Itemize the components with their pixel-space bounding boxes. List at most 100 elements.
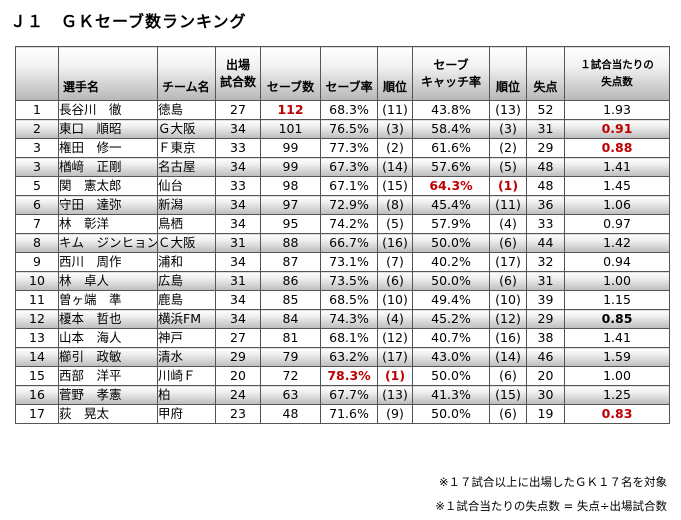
cell-save-rate-rank: (2) <box>377 138 413 158</box>
cell-player: 西部 洋平 <box>58 366 158 386</box>
footnote-formula: ※１試合当たりの失点数 = 失点÷出場試合数 <box>435 499 667 513</box>
cell-save-rate-rank: (14) <box>377 157 413 177</box>
cell-save-rate: 71.6% <box>320 404 378 424</box>
cell-save-rate-rank: (5) <box>377 214 413 234</box>
cell-games: 34 <box>215 119 261 139</box>
table-row: 6 守田 達弥 新潟 34 97 72.9% (8) 45.4% (11) 36 1.06 <box>15 195 670 215</box>
cell-saves: 81 <box>260 328 321 348</box>
cell-save-rate-rank: (1) <box>377 366 413 386</box>
cell-catch-rank: (15) <box>489 385 527 405</box>
header-conceded: 失点 <box>526 46 565 101</box>
cell-games: 34 <box>215 195 261 215</box>
cell-player: 櫛引 政敏 <box>58 347 158 367</box>
cell-games: 34 <box>215 309 261 329</box>
cell-save-rate: 67.3% <box>320 157 378 177</box>
header-catch-rate: セーブ キャッチ率 <box>412 46 490 101</box>
header-catch-line2: キャッチ率 <box>420 74 481 89</box>
cell-rank: 5 <box>15 176 59 196</box>
cell-games: 34 <box>215 290 261 310</box>
cell-catch-rate: 50.0% <box>412 404 490 424</box>
cell-player: 楢﨑 正剛 <box>58 157 158 177</box>
cell-catch-rate: 50.0% <box>412 233 490 253</box>
cell-team: 清水 <box>157 347 216 367</box>
cell-save-rate-rank: (3) <box>377 119 413 139</box>
cell-player: 西川 周作 <box>58 252 158 272</box>
table-row: 9 西川 周作 浦和 34 87 73.1% (7) 40.2% (17) 32 0.94 <box>15 252 670 272</box>
table-row: 14 櫛引 政敏 清水 29 79 63.2% (17) 43.0% (14) 46 1.59 <box>15 347 670 367</box>
cell-conceded: 38 <box>526 328 565 348</box>
cell-player: 守田 達弥 <box>58 195 158 215</box>
cell-catch-rate: 40.7% <box>412 328 490 348</box>
cell-catch-rank: (6) <box>489 233 527 253</box>
cell-rank: 6 <box>15 195 59 215</box>
cell-player: 山本 海人 <box>58 328 158 348</box>
cell-save-rate-rank: (10) <box>377 290 413 310</box>
cell-conceded: 19 <box>526 404 565 424</box>
cell-player: 長谷川 徹 <box>58 100 158 120</box>
cell-save-rate-rank: (6) <box>377 271 413 291</box>
cell-save-rate: 67.7% <box>320 385 378 405</box>
cell-saves: 86 <box>260 271 321 291</box>
cell-saves: 84 <box>260 309 321 329</box>
cell-games: 20 <box>215 366 261 386</box>
cell-save-rate-rank: (13) <box>377 385 413 405</box>
header-games-line1: 出場 <box>225 57 250 72</box>
cell-catch-rank: (16) <box>489 328 527 348</box>
cell-rank: 2 <box>15 119 59 139</box>
cell-rank: 15 <box>15 366 59 386</box>
table-row: 12 榎本 哲也 横浜FM 34 84 74.3% (4) 45.2% (12) 29 0.85 <box>15 309 670 329</box>
cell-catch-rate: 61.6% <box>412 138 490 158</box>
cell-goals-per-game: 1.42 <box>564 233 670 253</box>
cell-save-rate: 67.1% <box>320 176 378 196</box>
cell-goals-per-game: 0.97 <box>564 214 670 234</box>
cell-team: 神戸 <box>157 328 216 348</box>
cell-save-rate: 68.5% <box>320 290 378 310</box>
cell-player: 曽ヶ端 準 <box>58 290 158 310</box>
cell-goals-per-game: 1.93 <box>564 100 670 120</box>
table-row: 3 楢﨑 正剛 名古屋 34 99 67.3% (14) 57.6% (5) 48 1.41 <box>15 157 670 177</box>
cell-save-rate-rank: (8) <box>377 195 413 215</box>
cell-catch-rate: 49.4% <box>412 290 490 310</box>
cell-catch-rank: (6) <box>489 366 527 386</box>
cell-goals-per-game: 1.00 <box>564 366 670 386</box>
cell-games: 23 <box>215 404 261 424</box>
cell-rank: 10 <box>15 271 59 291</box>
cell-rank: 3 <box>15 157 59 177</box>
table-row: 2 東口 順昭 Ｇ大阪 34 101 76.5% (3) 58.4% (3) 31 0.91 <box>15 119 670 139</box>
cell-catch-rate: 50.0% <box>412 271 490 291</box>
cell-team: 仙台 <box>157 176 216 196</box>
cell-goals-per-game: 0.91 <box>564 119 670 139</box>
cell-catch-rate: 41.3% <box>412 385 490 405</box>
cell-save-rate: 78.3% <box>320 366 378 386</box>
cell-conceded: 36 <box>526 195 565 215</box>
cell-games: 31 <box>215 233 261 253</box>
cell-catch-rank: (11) <box>489 195 527 215</box>
header-save-rate: セーブ率 <box>320 46 378 101</box>
header-games-line2: 試合数 <box>219 74 256 89</box>
cell-games: 34 <box>215 252 261 272</box>
ranking-body: 1 長谷川 徹徳島 27 112 68.3% (11) 43.8% (13) 52 1.93 2 東口… <box>15 100 670 424</box>
cell-conceded: 44 <box>526 233 565 253</box>
header-rank <box>15 46 59 101</box>
cell-games: 34 <box>215 214 261 234</box>
cell-conceded: 48 <box>526 176 565 196</box>
cell-rank: 1 <box>15 100 59 120</box>
table-row: 3 権田 修一 Ｆ東京 33 99 77.3% (2) 61.6% (2) 29 0.88 <box>15 138 670 158</box>
cell-games: 24 <box>215 385 261 405</box>
cell-goals-per-game: 0.88 <box>564 138 670 158</box>
cell-games: 33 <box>215 176 261 196</box>
cell-catch-rank: (13) <box>489 100 527 120</box>
cell-team: 広島 <box>157 271 216 291</box>
header-catch-rank: 順位 <box>489 46 527 101</box>
cell-catch-rank: (4) <box>489 214 527 234</box>
cell-save-rate-rank: (9) <box>377 404 413 424</box>
table-row: 8 キム ジンヒョン Ｃ大阪 31 88 66.7% (16) 50.0% (6) 44 1.42 <box>15 233 670 253</box>
cell-player: 林 卓人 <box>58 271 158 291</box>
table-row: 15 西部 洋平 川崎Ｆ 20 72 78.3% (1) 50.0% (6) 20 1.00 <box>15 366 670 386</box>
cell-player: キム ジンヒョン <box>58 233 158 253</box>
cell-goals-per-game: 0.83 <box>564 404 670 424</box>
cell-goals-per-game: 1.41 <box>564 157 670 177</box>
cell-catch-rank: (3) <box>489 119 527 139</box>
